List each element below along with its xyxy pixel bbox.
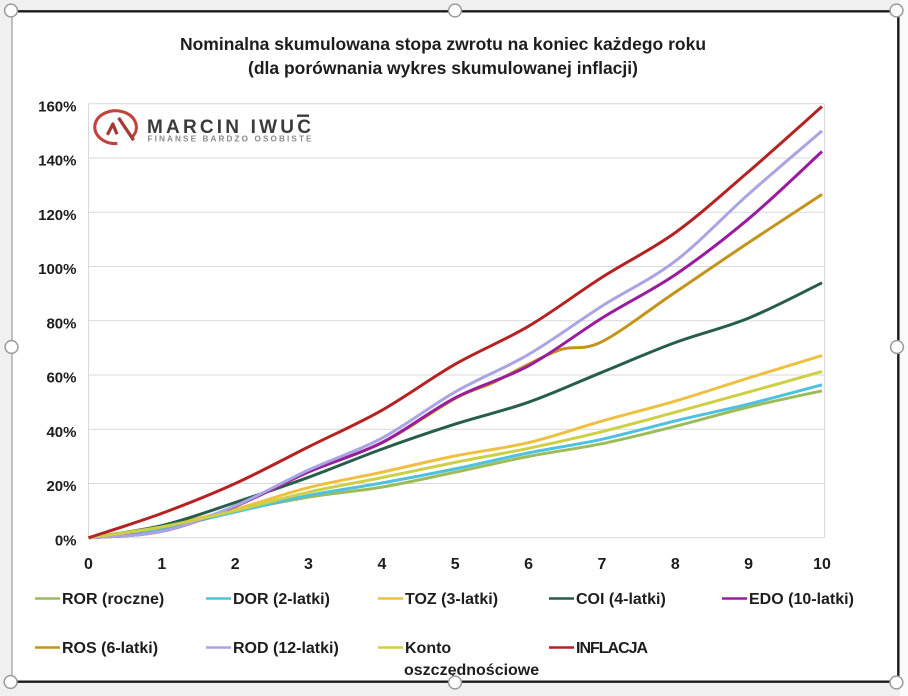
svg-text:100%: 100% xyxy=(38,261,76,278)
svg-text:120%: 120% xyxy=(38,207,76,224)
svg-text:20%: 20% xyxy=(46,478,76,495)
svg-text:EDO (10-latki): EDO (10-latki) xyxy=(749,591,854,608)
svg-text:7: 7 xyxy=(597,556,606,573)
svg-text:160%: 160% xyxy=(38,98,76,115)
svg-text:INFLACJA: INFLACJA xyxy=(576,640,649,657)
svg-text:0%: 0% xyxy=(55,532,77,549)
svg-text:ROS (6-latki): ROS (6-latki) xyxy=(62,640,158,657)
svg-text:10: 10 xyxy=(813,556,831,573)
svg-text:8: 8 xyxy=(671,556,680,573)
svg-text:Nominalna skumulowana stopa zw: Nominalna skumulowana stopa zwrotu na ko… xyxy=(180,34,706,54)
svg-text:MARCIN IWUC: MARCIN IWUC xyxy=(147,117,314,138)
svg-text:0: 0 xyxy=(84,556,93,573)
svg-text:ROR (roczne): ROR (roczne) xyxy=(62,591,164,608)
svg-text:4: 4 xyxy=(377,556,386,573)
svg-text:140%: 140% xyxy=(38,153,76,170)
svg-text:3: 3 xyxy=(304,556,313,573)
svg-text:DOR (2-latki): DOR (2-latki) xyxy=(233,591,330,608)
svg-text:40%: 40% xyxy=(46,424,76,441)
svg-text:60%: 60% xyxy=(46,370,76,387)
svg-text:80%: 80% xyxy=(46,315,76,332)
svg-text:6: 6 xyxy=(524,556,533,573)
svg-text:(dla porównania wykres skumulo: (dla porównania wykres skumulowanej infl… xyxy=(248,58,638,78)
svg-text:oszczędnościowe: oszczędnościowe xyxy=(404,662,539,679)
svg-text:2: 2 xyxy=(231,556,240,573)
svg-text:1: 1 xyxy=(157,556,166,573)
svg-text:TOZ (3-latki): TOZ (3-latki) xyxy=(405,591,498,608)
svg-text:9: 9 xyxy=(744,556,753,573)
svg-text:FINANSE BARDZO OSOBISTE: FINANSE BARDZO OSOBISTE xyxy=(148,135,314,144)
svg-text:ROD (12-latki): ROD (12-latki) xyxy=(233,640,339,657)
svg-text:COI (4-latki): COI (4-latki) xyxy=(576,591,666,608)
svg-text:5: 5 xyxy=(451,556,460,573)
svg-text:Konto: Konto xyxy=(405,640,451,657)
